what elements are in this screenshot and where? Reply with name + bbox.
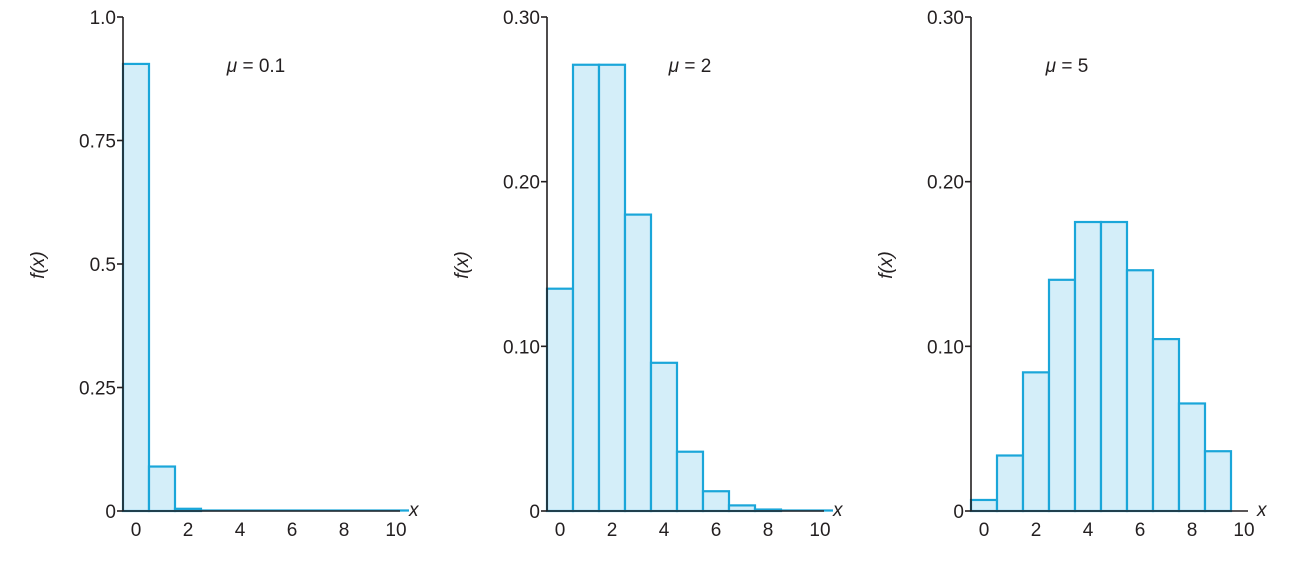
chart2-bar-5 <box>675 450 705 513</box>
chart3-bar-2 <box>1021 371 1051 513</box>
chart3-bar-6 <box>1125 269 1155 513</box>
chart1-annotation: μ = 0.1 <box>226 56 286 77</box>
chart1-x-axis-label: x <box>408 500 420 521</box>
chart2-annotation: μ = 2 <box>668 56 712 77</box>
chart2-y-tick-label-2: 0.20 <box>503 173 540 194</box>
chart2-y-axis-label: f(x) <box>452 251 473 278</box>
chart2-x-tick-label-4: 8 <box>763 520 774 541</box>
chart2-x-axis-label: x <box>832 500 844 521</box>
chart1-y-tick-label-4: 1.0 <box>90 8 116 29</box>
chart3-annotation: μ = 5 <box>1045 56 1089 77</box>
chart3-y-tick-label-0: 0 <box>953 502 964 523</box>
chart3-bar-0 <box>969 498 999 513</box>
chart1-y-tick-label-3: 0.75 <box>79 132 116 153</box>
chart1-y-tick-label-1: 0.25 <box>79 379 116 400</box>
chart2-bar-1 <box>571 63 601 513</box>
chart1-y-tick-label-2: 0.5 <box>90 255 116 276</box>
chart3-y-tick-label-3: 0.30 <box>927 8 964 29</box>
chart3-bar-4 <box>1073 220 1103 513</box>
chart2-bar-4 <box>649 361 679 513</box>
chart2-x-tick-label-3: 6 <box>711 520 722 541</box>
chart2-bar-7 <box>727 504 757 513</box>
chart1-x-tick-label-4: 8 <box>339 520 350 541</box>
chart3-bar-8 <box>1177 402 1207 513</box>
chart3-bar-1 <box>995 454 1025 513</box>
chart3-x-axis-label: x <box>1256 500 1268 521</box>
chart1-x-tick-label-2: 4 <box>235 520 246 541</box>
chart1-x-tick-label-1: 2 <box>183 520 194 541</box>
chart3-y-tick-label-1: 0.10 <box>927 337 964 358</box>
chart2-bar-6 <box>701 490 731 513</box>
chart2-y-tick-label-1: 0.10 <box>503 337 540 358</box>
chart3-y-axis-label: f(x) <box>876 251 897 278</box>
chart3-x-tick-label-1: 2 <box>1031 520 1042 541</box>
chart2-y-tick-label-0: 0 <box>529 502 540 523</box>
chart2-x-tick-label-1: 2 <box>607 520 618 541</box>
chart1-y-axis-label: f(x) <box>28 251 49 278</box>
chart3-x-tick-label-2: 4 <box>1083 520 1094 541</box>
chart3-bar-5 <box>1099 220 1129 513</box>
chart3-y-tick-label-2: 0.20 <box>927 173 964 194</box>
chart3-bar-7 <box>1151 337 1181 513</box>
chart2-y-tick-label-3: 0.30 <box>503 8 540 29</box>
chart3-x-tick-label-3: 6 <box>1135 520 1146 541</box>
chart1-x-tick-label-0: 0 <box>131 520 142 541</box>
chart2-x-tick-label-5: 10 <box>809 520 830 541</box>
chart2-bar-3 <box>623 213 653 513</box>
chart1-bar-0 <box>121 62 151 513</box>
chart1-x-tick-label-3: 6 <box>287 520 298 541</box>
chart3-x-tick-label-4: 8 <box>1187 520 1198 541</box>
chart2-x-tick-label-0: 0 <box>555 520 566 541</box>
chart1-x-tick-label-5: 10 <box>385 520 406 541</box>
chart2-bar-0 <box>545 287 575 513</box>
chart3-bar-3 <box>1047 278 1077 513</box>
chart1-bar-1 <box>147 465 177 513</box>
chart3-x-tick-label-5: 10 <box>1233 520 1254 541</box>
chart3-x-tick-label-0: 0 <box>979 520 990 541</box>
chart3-bar-9 <box>1203 450 1233 513</box>
chart2-x-tick-label-2: 4 <box>659 520 670 541</box>
chart2-bar-2 <box>597 63 627 513</box>
chart1-y-tick-label-0: 0 <box>105 502 116 523</box>
